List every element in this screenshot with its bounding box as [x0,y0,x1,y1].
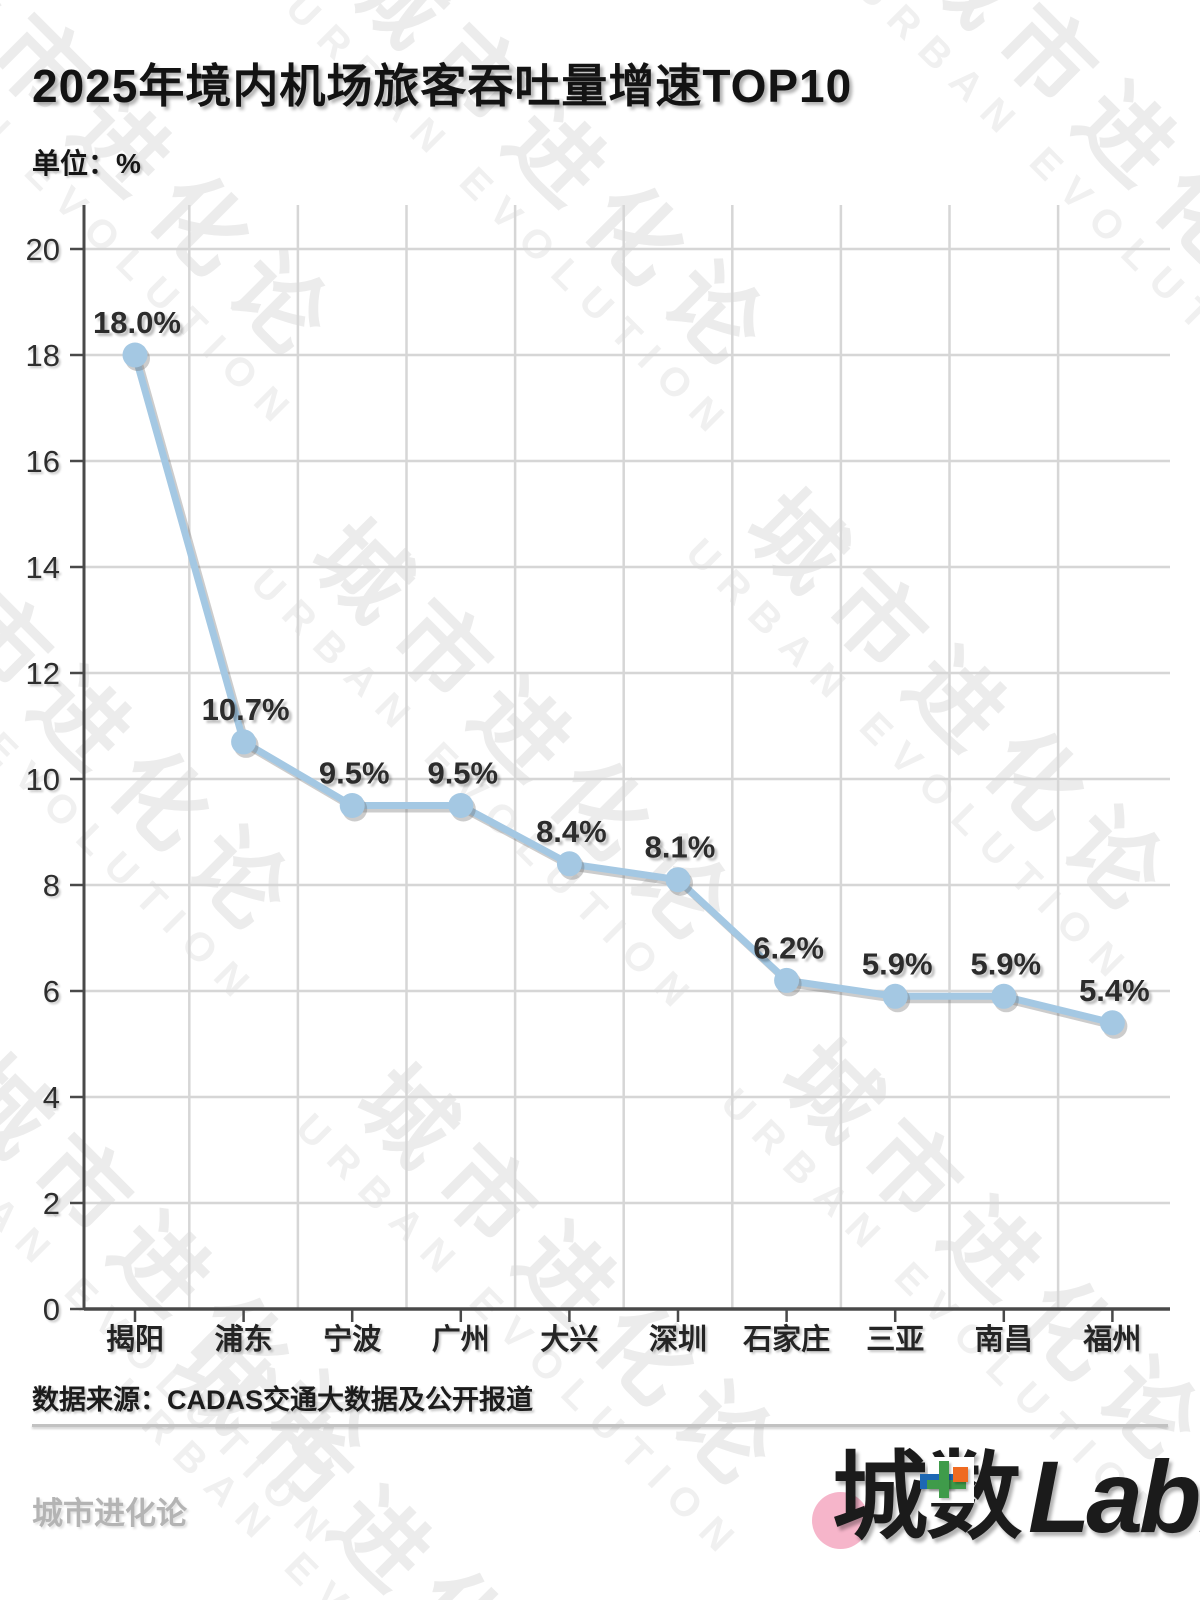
point-value-label: 9.5% [319,756,390,791]
category-label: 三亚 [866,1324,924,1356]
point-value-label: 8.1% [645,830,716,865]
y-tick-label: 16 [26,444,60,479]
category-label: 浦东 [215,1322,273,1356]
logo-shu-glyph: 数 [920,1446,1022,1550]
category-label: 广州 [432,1323,490,1356]
point-value-label: 9.5% [427,756,498,791]
y-tick-label: 8 [43,868,60,903]
data-point-广州 [448,793,474,818]
data-source-note: 数据来源：CADAS交通大数据及公开报道 [32,1385,534,1415]
data-point-大兴 [556,851,582,877]
category-label: 深圳 [649,1323,707,1356]
category-label: 宁波 [323,1322,382,1356]
data-point-福州 [1099,1010,1125,1036]
y-tick-label: 6 [43,974,60,1009]
unit-label: 单位：% [32,148,141,179]
point-value-label: 6.2% [753,930,824,965]
logo-text: 城 数 Lab. [832,1446,1200,1550]
data-point-宁波 [339,793,365,818]
trend-line [131,351,1116,1027]
point-value-label: 8.4% [536,814,607,849]
footer-brand: 城市进化论 [32,1496,187,1531]
category-label: 石家庄 [742,1322,830,1356]
logo-bar-chart-icon-orange-block [953,1467,968,1483]
y-tick-label: 18 [26,338,60,373]
logo-bar-chart-icon-green-vbar [939,1461,949,1499]
footer-divider [32,1424,1168,1427]
data-point-揭阳 [122,342,148,368]
category-label: 福州 [1082,1323,1141,1356]
data-point-南昌 [991,983,1017,1009]
logo-pink-circle [812,1492,869,1549]
y-tick-label: 12 [26,656,60,691]
chengshu-lab-logo: 城 数 Lab. [800,1446,1200,1576]
y-tick-label: 10 [26,762,60,797]
y-tick-label: 20 [26,232,60,267]
y-tick-label: 4 [43,1080,60,1115]
data-point-深圳 [665,867,691,893]
point-value-label: 18.0% [93,305,181,340]
data-point-石家庄 [774,967,800,993]
point-value-label: 5.4% [1079,973,1150,1008]
y-tick-label: 0 [43,1292,60,1327]
y-tick-label: 14 [26,550,60,585]
point-value-label: 10.7% [202,692,290,727]
y-tick-label: 2 [43,1186,60,1221]
logo-lab-wordmark: Lab. [1028,1440,1200,1554]
point-value-label: 5.9% [970,946,1041,981]
logo-cheng-glyph: 城 [832,1444,928,1552]
category-label: 南昌 [975,1323,1033,1356]
category-label: 大兴 [540,1323,598,1356]
category-label: 揭阳 [106,1323,164,1356]
data-point-三亚 [882,983,908,1009]
point-value-label: 5.9% [862,946,933,981]
data-point-浦东 [231,729,257,755]
page-title: 2025年境内机场旅客吞吐量增速TOP10 [32,60,853,112]
